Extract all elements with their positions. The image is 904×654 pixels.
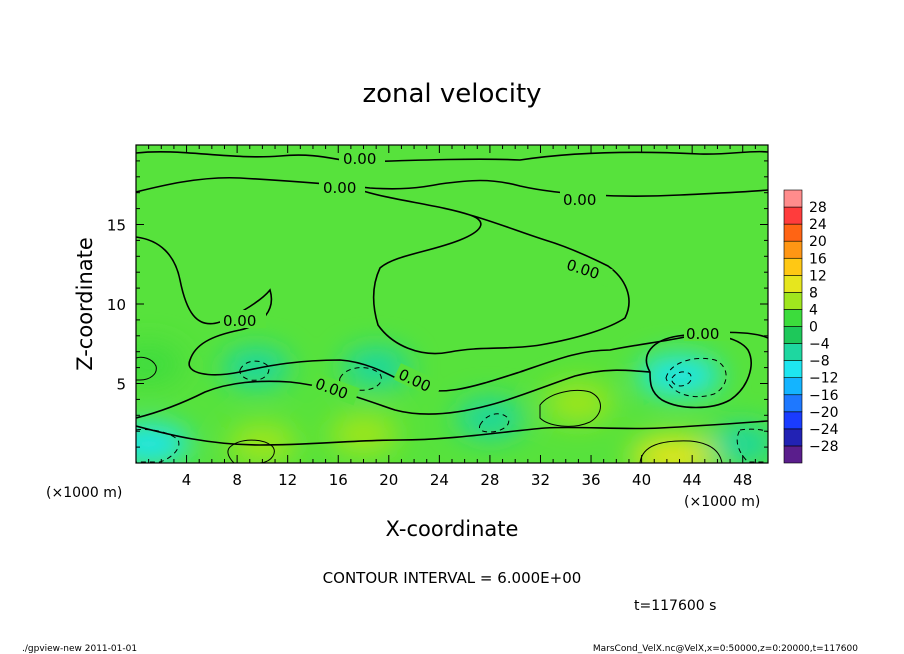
negative-velocity-region <box>637 355 722 396</box>
negative-velocity-region <box>136 423 191 463</box>
y-tick-label: 10 <box>107 296 126 314</box>
x-tick-label: 44 <box>683 471 702 489</box>
colorbar-swatch <box>783 275 803 293</box>
colorbar-swatch <box>783 360 803 378</box>
colorbar-swatch <box>783 343 803 361</box>
x-axis: 4 8 12 16 20 24 28 32 36 40 44 48 <box>148 145 756 489</box>
x-tick-label: 16 <box>329 471 348 489</box>
x-tick-label: 20 <box>379 471 398 489</box>
colorbar-label: −4 <box>809 337 830 353</box>
colorbar-swatch <box>783 257 803 276</box>
positive-velocity-region <box>329 414 398 455</box>
colorbar-label: −16 <box>809 388 839 404</box>
y-tick-label: 15 <box>107 217 126 235</box>
x-tick-label: 28 <box>480 471 499 489</box>
negative-velocity-region <box>708 423 768 463</box>
y-axis: 5 10 15 <box>107 160 768 448</box>
time-label: t=117600 s <box>634 598 716 614</box>
zero-contour-line <box>359 189 630 355</box>
colorbar-swatch <box>783 292 803 310</box>
colorbar-swatch <box>783 223 803 242</box>
x-tick-label: 36 <box>581 471 600 489</box>
contour-label: 0.00 <box>323 179 356 197</box>
colorbar-swatch <box>783 240 803 259</box>
colorbar-swatch <box>783 309 803 327</box>
contour-interval-text: CONTOUR INTERVAL = 6.000E+00 <box>323 569 582 587</box>
positive-velocity-region <box>228 423 297 463</box>
contour-label: 0.00 <box>223 312 256 330</box>
colorbar-label: −20 <box>809 405 839 421</box>
x-unit-right: (×1000 m) <box>684 494 760 510</box>
colorbar-swatch <box>783 428 803 447</box>
colorbar-swatch <box>783 206 803 225</box>
chart-title: zonal velocity <box>362 79 541 109</box>
contour-label: 0.00 <box>343 150 376 168</box>
colorbar-label: 20 <box>809 234 827 250</box>
x-axis-label: X-coordinate <box>386 517 519 541</box>
zero-contour-line <box>136 176 768 197</box>
contour-label-group: 0.00 0.00 0.00 0.00 0.00 0.00 0.00 0.00 <box>220 148 730 406</box>
x-tick-label: 12 <box>278 471 297 489</box>
x-tick-label: 24 <box>430 471 449 489</box>
positive-velocity-region <box>544 382 613 423</box>
negative-contour-line <box>736 428 768 463</box>
positive-velocity-region <box>136 344 183 385</box>
zero-contour-line <box>136 420 768 446</box>
file-label: MarsCond_VelX.nc@VelX,x=0:50000,z=0:2000… <box>593 644 858 654</box>
positive-contour-line <box>227 439 275 463</box>
colorbar-label: 28 <box>809 200 827 216</box>
colorbar-label: 24 <box>809 217 827 233</box>
colorbar-label: −8 <box>809 354 830 370</box>
x-tick-label: 40 <box>632 471 651 489</box>
program-label: ./gpview-new 2011-01-01 <box>22 644 137 654</box>
negative-velocity-region <box>222 347 291 388</box>
colorbar-label: 12 <box>809 268 827 284</box>
field-background <box>136 145 768 463</box>
zero-contour-line <box>645 333 752 409</box>
x-tick-label: 4 <box>182 471 192 489</box>
negative-contour-line <box>479 413 510 433</box>
negative-contour-line <box>671 371 692 387</box>
colorbar-label: 16 <box>809 251 827 267</box>
negative-velocity-region <box>342 347 411 388</box>
colorbar-label: 4 <box>809 302 818 318</box>
colorbar-label: 0 <box>809 320 818 336</box>
contour-label: 0.00 <box>563 191 596 209</box>
positive-contour-line <box>136 356 157 381</box>
colorbar-swatch <box>783 326 803 344</box>
colorbar-swatch <box>783 377 803 396</box>
y-tick-label: 5 <box>116 376 126 394</box>
colorbar-label: −28 <box>809 439 839 455</box>
positive-velocity-region <box>631 436 716 463</box>
zero-contour-line <box>136 369 651 419</box>
zero-contour-line <box>136 150 768 163</box>
x-tick-label: 32 <box>531 471 550 489</box>
y-axis-label: Z-coordinate <box>73 237 97 371</box>
x-tick-label: 8 <box>232 471 242 489</box>
colorbar-swatch <box>783 411 803 430</box>
positive-contour-line <box>539 390 601 427</box>
colorbar-label: −24 <box>809 422 839 438</box>
x-unit-left: (×1000 m) <box>46 485 122 501</box>
negative-contour-line <box>665 357 727 398</box>
colorbar-swatch <box>783 394 803 413</box>
colorbar-swatch <box>783 189 803 208</box>
colorbar-label: 8 <box>809 285 818 301</box>
contour-label: 0.00 <box>686 325 719 343</box>
contour-lines <box>136 150 768 463</box>
colorbar-swatch <box>783 445 803 464</box>
positive-contour-line <box>639 440 723 463</box>
colorbar-label: −12 <box>809 371 839 387</box>
x-tick-label: 48 <box>733 471 752 489</box>
